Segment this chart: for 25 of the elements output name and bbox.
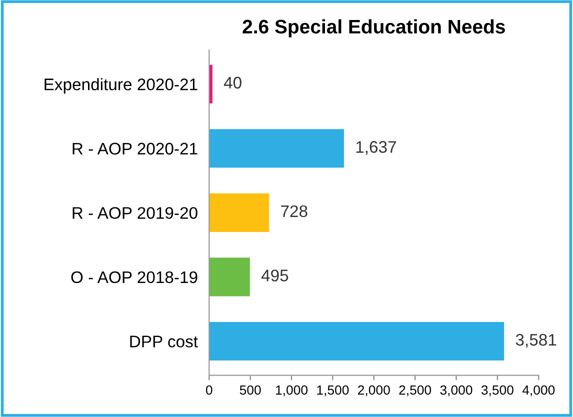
data-label: 40 bbox=[224, 76, 242, 89]
x-tick-label: 1,500 bbox=[317, 385, 349, 396]
y-tick-label: R - AOP 2020-21 bbox=[72, 142, 198, 155]
y-tick-label: Expenditure 2020-21 bbox=[44, 78, 198, 94]
data-label: 1,637 bbox=[356, 141, 396, 155]
data-label: 495 bbox=[261, 270, 288, 282]
x-tick-label: 0 bbox=[206, 385, 212, 395]
y-tick-label: R - AOP 2019-20 bbox=[72, 207, 198, 219]
x-tick-label: 2,000 bbox=[358, 385, 390, 396]
x-tick-label: 2,500 bbox=[399, 385, 432, 396]
y-tick-label: DPP cost bbox=[130, 336, 198, 348]
chart-title: 2.6 Special Education Needs bbox=[242, 19, 505, 38]
x-tick-label: 3,500 bbox=[481, 385, 514, 396]
x-tick-label: 4,000 bbox=[522, 385, 555, 396]
bar bbox=[209, 129, 344, 168]
x-tick-label: 500 bbox=[240, 385, 261, 395]
bar bbox=[209, 64, 212, 104]
data-label: 3,581 bbox=[516, 334, 556, 348]
x-tick-label: 3,000 bbox=[440, 385, 472, 396]
bar bbox=[209, 322, 504, 361]
data-label: 728 bbox=[281, 205, 308, 218]
bar bbox=[209, 258, 250, 296]
y-tick-label: O - AOP 2018-19 bbox=[71, 271, 198, 284]
x-tick-label: 1,000 bbox=[276, 385, 308, 396]
bar bbox=[209, 193, 270, 232]
